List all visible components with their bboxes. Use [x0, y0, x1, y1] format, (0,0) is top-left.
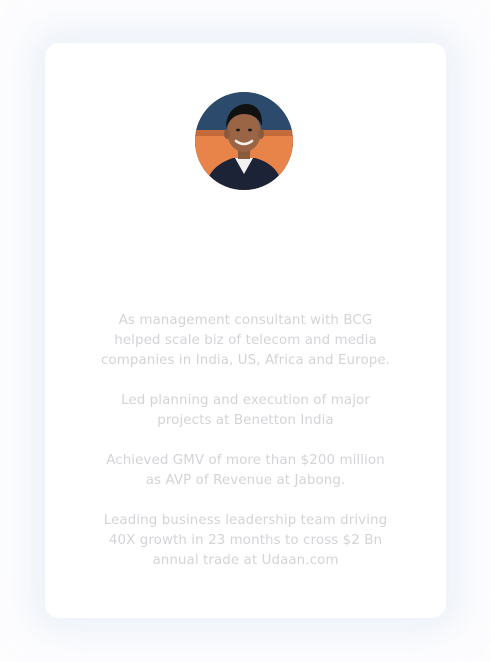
avatar: [195, 92, 293, 190]
bio-paragraph: As management consultant with BCG helped…: [100, 313, 391, 368]
bio-text: As management consultant with BCG helped…: [45, 311, 446, 571]
bio-paragraph: Achieved GMV of more than $200 million a…: [106, 453, 385, 488]
bio-paragraph: Led planning and execution of major proj…: [121, 393, 370, 428]
bio-paragraph: Leading business leadership team driving…: [103, 513, 388, 568]
person-portrait-icon: [195, 92, 293, 190]
profile-card: As management consultant with BCG helped…: [45, 43, 446, 618]
